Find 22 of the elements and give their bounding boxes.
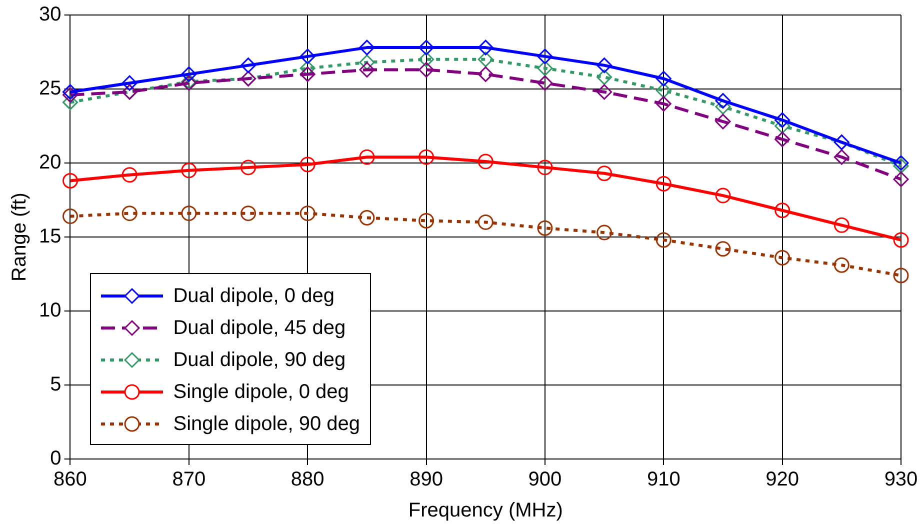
y-tick-label: 5 [50,374,62,396]
x-tick-label: 920 [766,468,800,491]
x-tick-label: 880 [290,468,324,491]
legend-label: Dual dipole, 45 deg [173,316,346,340]
x-tick-label: 910 [646,468,680,491]
y-axis-title: Range (ft) [8,192,31,282]
x-tick-label: 860 [54,468,87,491]
y-tick-label: 15 [38,226,62,248]
x-tick-label: 900 [528,468,562,491]
legend-label: Single dipole, 90 deg [173,412,360,436]
y-tick-label: 0 [50,448,62,470]
x-tick-label: 870 [172,468,206,491]
y-tick-label: 20 [38,152,62,174]
y-tick-label: 10 [38,300,62,322]
x-tick-label: 930 [884,468,918,491]
legend-label: Dual dipole, 0 deg [173,284,334,308]
y-tick-label: 30 [38,4,62,26]
y-tick-label: 25 [38,78,62,100]
legend-label: Dual dipole, 90 deg [173,348,346,372]
x-axis-title: Frequency (MHz) [408,500,563,522]
x-tick-label: 890 [410,468,443,491]
legend-label: Single dipole, 0 deg [173,380,349,404]
